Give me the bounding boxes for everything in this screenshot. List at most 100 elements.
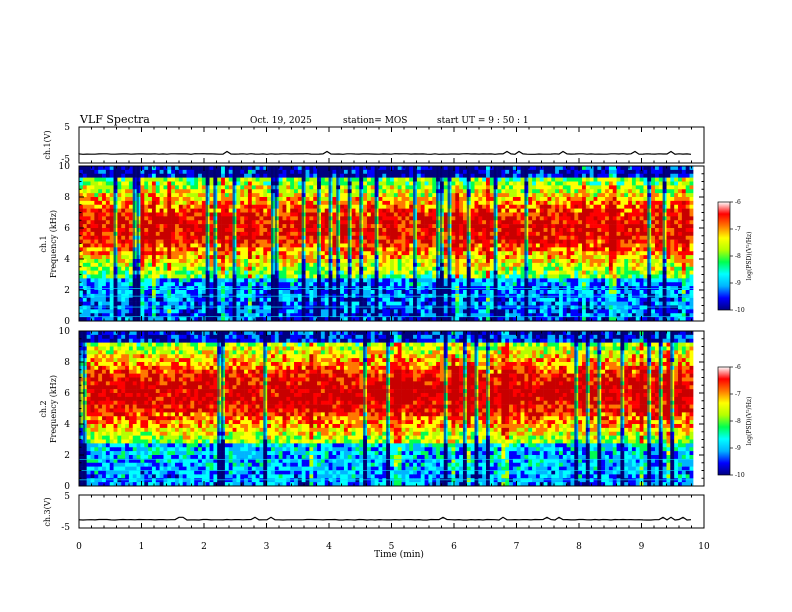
spectrogram-cell (532, 228, 537, 233)
spectrogram-cell (635, 247, 640, 252)
spectrogram-cell (340, 255, 345, 260)
spectrogram-cell (121, 169, 126, 175)
spectrogram-cell (501, 166, 506, 171)
spectrogram-cell (263, 266, 268, 271)
spectrogram-cell (535, 177, 541, 182)
spectrogram-cell (689, 259, 694, 264)
spectrogram-cell (593, 259, 598, 264)
spectrogram-cell (628, 228, 633, 233)
spectrogram-cell (155, 204, 160, 209)
spectrogram-cell (182, 216, 187, 221)
spectrogram-cell (474, 177, 479, 182)
spectrogram-cell (240, 282, 245, 287)
spectrogram-cell (390, 193, 395, 198)
spectrogram-cell (585, 166, 590, 171)
spectrogram-cell (528, 239, 533, 244)
spectrogram-cell (201, 266, 207, 271)
spectrogram-cell (478, 228, 483, 233)
spectrogram-cell (635, 189, 640, 194)
spectrogram-cell (355, 166, 360, 171)
spectrogram-cell (681, 166, 686, 171)
spectrogram-cell (255, 278, 260, 283)
spectrogram-cell (681, 169, 686, 175)
spectrogram-cell (528, 259, 533, 264)
spectrogram-cell (79, 255, 84, 260)
spectrogram-cell (516, 274, 521, 279)
spectrogram-cell (416, 274, 422, 279)
spectrogram-cell (685, 251, 690, 256)
spectrogram-cell (151, 189, 157, 194)
spectrogram-cell (658, 228, 663, 233)
spectrogram-cell (163, 173, 168, 178)
spectrogram-cell (386, 251, 391, 256)
spectrogram-cell (79, 193, 84, 198)
spectrogram-cell (558, 220, 564, 225)
spectrogram-cell (313, 231, 318, 237)
spectrogram-cell (297, 266, 303, 271)
spectrogram-cell (79, 212, 84, 217)
spectrogram-cell (102, 278, 107, 283)
spectrogram-cell (428, 216, 433, 221)
spectrogram-cell (497, 204, 502, 209)
spectrogram-cell (320, 216, 326, 221)
spectrogram-cell (678, 169, 683, 175)
spectrogram-cell (443, 259, 448, 264)
spectrogram-cell (86, 247, 91, 252)
spectrogram-cell (589, 251, 594, 256)
spectrogram-cell (420, 169, 425, 175)
spectrogram-cell (455, 181, 460, 186)
spectrogram-cell (297, 216, 303, 221)
spectrogram-cell (443, 189, 448, 194)
spectrogram-cell (628, 247, 633, 252)
spectrogram-cell (470, 235, 475, 240)
spectrogram-cell (612, 166, 617, 171)
spectrogram-cell (432, 224, 437, 229)
spectrogram-cell (94, 177, 99, 182)
spectrogram-cell (628, 169, 633, 175)
spectrogram-cell (432, 169, 437, 175)
spectrogram-cell (332, 208, 337, 213)
spectrogram-cell (409, 208, 414, 213)
spectrogram-cell (201, 274, 207, 279)
spectrogram-cell (309, 247, 314, 252)
spectrogram-cell (282, 166, 287, 171)
spectrogram-cell (351, 212, 356, 217)
spectrogram-cell (455, 166, 460, 171)
spectrogram-cell (555, 239, 560, 244)
spectrogram-cell (171, 274, 176, 279)
spectrogram-cell (678, 224, 683, 229)
spectrogram-cell (125, 181, 130, 186)
spectrogram-cell (313, 243, 318, 248)
spectrogram-cell (201, 235, 207, 240)
spectrogram-cell (482, 220, 487, 225)
spectrogram-cell (178, 197, 183, 202)
spectrogram-cell (597, 181, 602, 186)
spectrogram-cell (608, 177, 614, 182)
spectrogram-cell (585, 197, 590, 202)
spectrogram-cell (102, 255, 107, 260)
spectrogram-cell (570, 247, 575, 252)
spectrogram-cell (251, 220, 256, 225)
spectrogram-cell (689, 177, 694, 182)
spectrogram-cell (151, 255, 157, 260)
spectrogram-cell (217, 274, 222, 279)
spectrogram-cell (340, 262, 345, 268)
spectrogram-cell (366, 266, 372, 271)
spectrogram-cell (140, 220, 145, 225)
spectrogram-cell (532, 266, 537, 271)
spectrogram-cell (167, 231, 172, 237)
spectrogram-cell (593, 262, 598, 268)
spectrogram-cell (509, 193, 514, 198)
spectrogram-cell (355, 282, 360, 287)
spectrogram-cell (282, 204, 287, 209)
spectrogram-cell (167, 185, 172, 190)
spectrogram-cell (363, 212, 368, 217)
spectrogram-cell (551, 278, 556, 283)
spectrogram-cell (516, 173, 521, 178)
spectrogram-cell (489, 189, 494, 194)
spectrogram-cell (616, 274, 621, 279)
spectrogram-cell (182, 177, 187, 182)
ch1-spectrogram-image (79, 166, 704, 322)
spectrogram-cell (501, 231, 506, 237)
spectrogram-cell (221, 278, 226, 283)
